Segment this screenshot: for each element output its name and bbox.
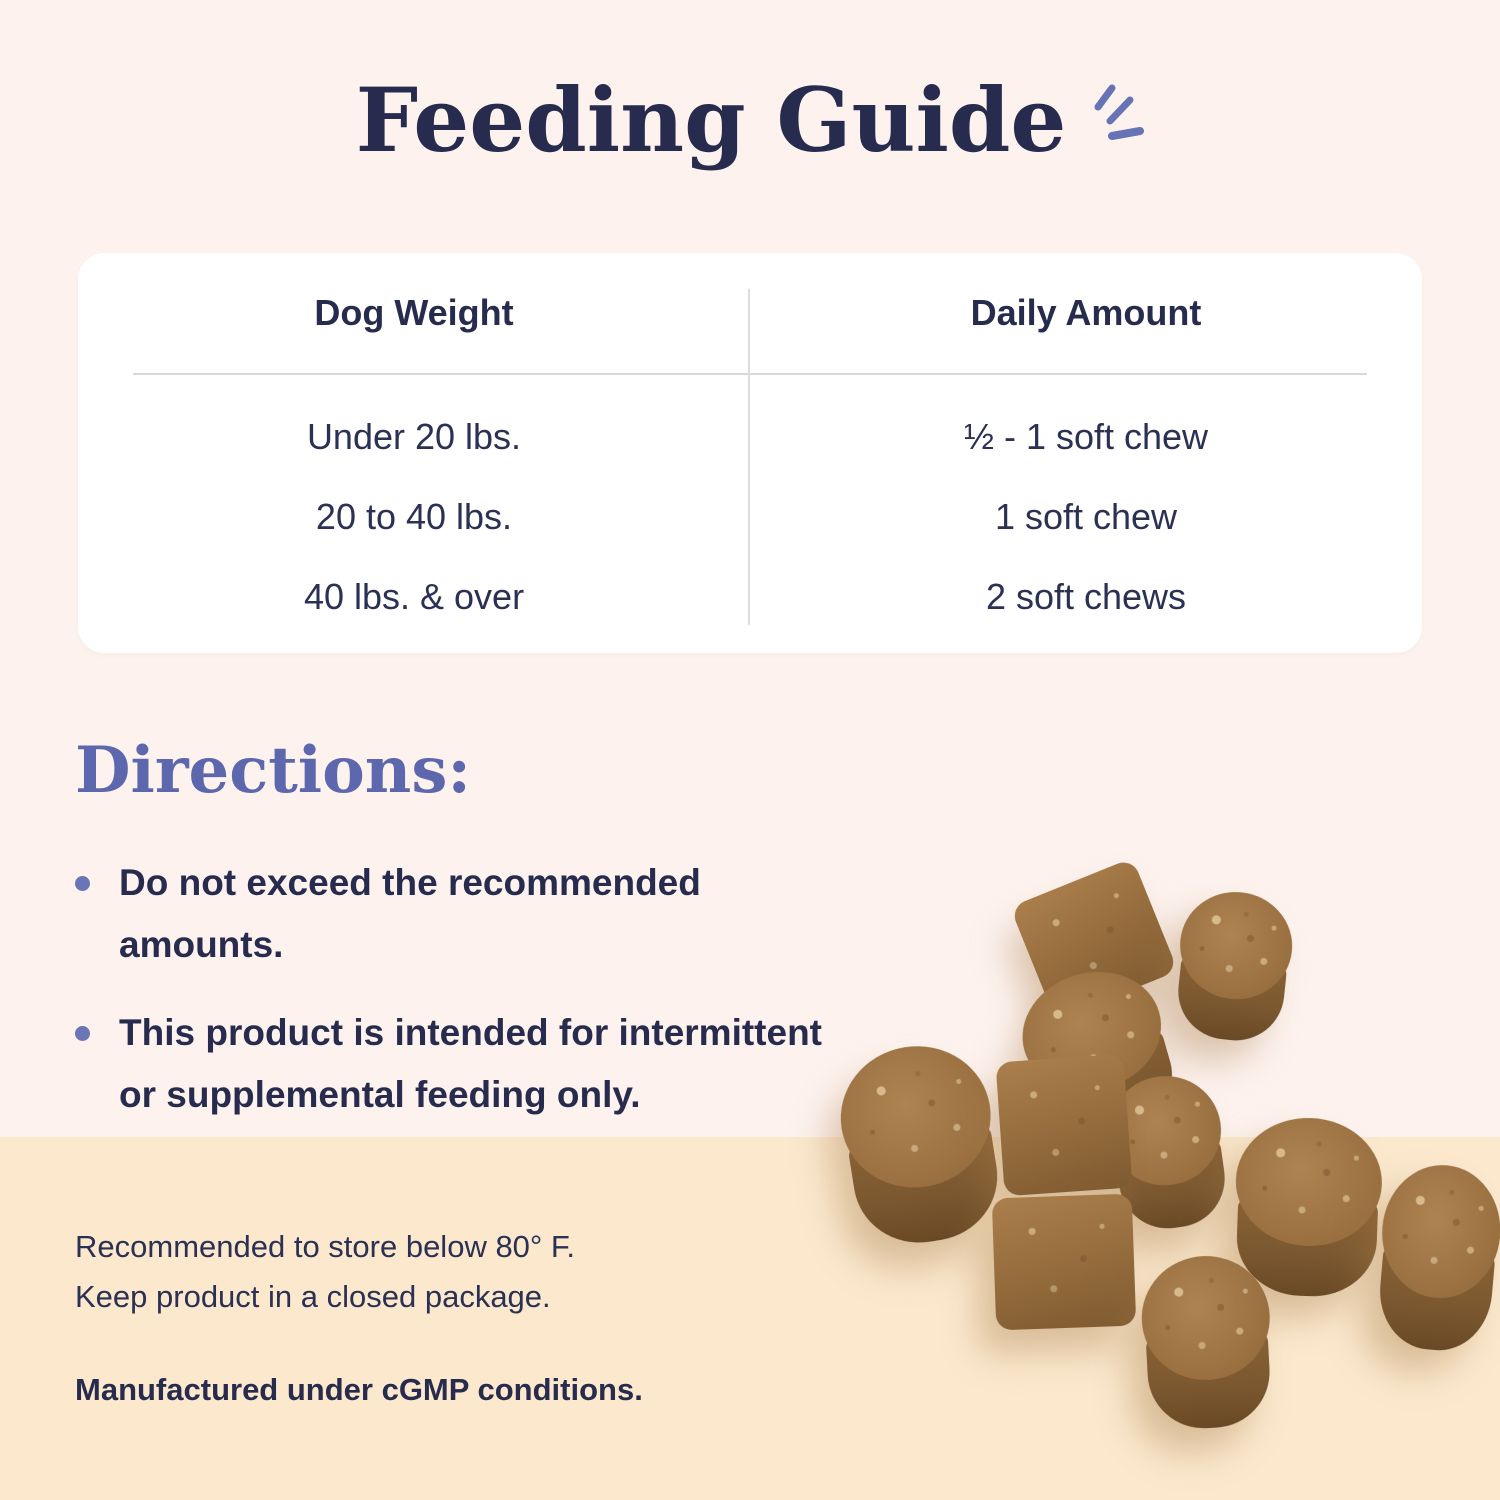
directions-bullet: Do not exceed the recommended amounts. [75,852,865,976]
feeding-guide-table-card: Dog Weight Under 20 lbs. 20 to 40 lbs. 4… [78,253,1422,653]
daily-amount-column: Daily Amount ½ - 1 soft chew 1 soft chew… [750,253,1422,653]
directions-heading: Directions: [75,733,471,808]
table-cell-amount: ½ - 1 soft chew [963,416,1209,457]
soft-chew-image [1171,886,1298,1046]
storage-line: Recommended to store below 80° F. [75,1229,576,1264]
table-column-divider [748,289,750,625]
table-cell-amount: 1 soft chew [994,496,1178,537]
table-cell-weight: 20 to 40 lbs. [315,496,513,537]
emphasis-strokes-icon [1078,80,1145,147]
storage-note: Recommended to store below 80° F. Keep p… [75,1222,575,1322]
directions-bullet-text: Do not exceed the recommended amounts. [119,862,701,965]
soft-chew-image [1009,857,1179,1021]
page-title: Feeding Guide [355,68,1067,172]
bullet-dot-icon [75,1026,90,1041]
soft-chew-image [1008,955,1187,1150]
table-cell-amount: 2 soft chews [985,576,1187,617]
directions-list: Do not exceed the recommended amounts. T… [75,852,865,1152]
storage-line: Keep product in a closed package. [75,1279,551,1314]
manufacturing-note: Manufactured under cGMP conditions. [75,1372,643,1407]
header: Feeding Guide [0,68,1500,172]
dog-weight-column: Dog Weight Under 20 lbs. 20 to 40 lbs. 4… [78,253,750,653]
directions-bullet: This product is intended for intermitten… [75,1002,865,1126]
table-cell-weight: 40 lbs. & over [303,576,525,617]
directions-bullet-text: This product is intended for intermitten… [119,1012,822,1115]
column-header-daily-amount: Daily Amount [970,292,1202,333]
column-header-dog-weight: Dog Weight [314,292,514,333]
table-header-divider [133,373,1367,375]
table-cell-weight: Under 20 lbs. [306,416,522,457]
bullet-dot-icon [75,876,90,891]
